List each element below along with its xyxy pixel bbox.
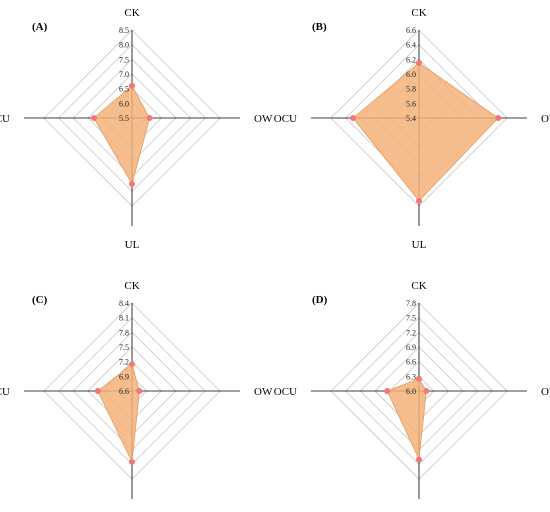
- data-point-ow: [146, 115, 153, 121]
- data-point-ul: [416, 197, 422, 204]
- axis-name-ocu: OCU: [274, 386, 297, 398]
- panel-label: (D): [312, 294, 328, 306]
- data-point-ul: [416, 456, 422, 463]
- tick-label: 8.4: [119, 299, 129, 308]
- radar-panel: 6.06.36.66.97.27.57.8CKOWULOCU(D): [274, 280, 550, 499]
- data-point-ocu: [90, 115, 97, 121]
- tick-label: 5.5: [119, 114, 129, 123]
- data-area: [352, 62, 499, 202]
- panel-label: (B): [312, 21, 327, 33]
- axis-name-ck: CK: [124, 7, 139, 19]
- data-point-ck: [129, 82, 135, 89]
- tick-label: 6.9: [119, 372, 129, 381]
- data-point-ow: [423, 388, 430, 394]
- tick-label: 6.4: [406, 41, 416, 50]
- tick-label: 6.0: [406, 387, 416, 396]
- axis-name-ck: CK: [411, 7, 426, 19]
- tick-label: 5.8: [406, 85, 416, 94]
- tick-label: 8.0: [119, 41, 129, 50]
- tick-label: 6.6: [406, 358, 416, 367]
- tick-label: 6.9: [406, 343, 416, 352]
- data-point-ow: [495, 115, 502, 121]
- data-point-ocu: [94, 388, 101, 394]
- tick-label: 7.2: [406, 328, 416, 337]
- axis-name-ow: OW: [541, 113, 550, 125]
- radar-panel: 5.4 5.6 5.8 6.0 6.2 6.4 6.6 CK OW UL OCU (B): [274, 7, 550, 251]
- tick-label: 6.2: [406, 55, 416, 64]
- axis-name-ocu: OCU: [274, 113, 297, 125]
- radar-panel: 6.66.97.27.57.88.18.4CKOWULOCU(C): [0, 280, 273, 499]
- data-point-ck: [129, 361, 135, 368]
- tick-label: 6.6: [406, 26, 416, 35]
- axis-name-ck: CK: [411, 280, 426, 292]
- tick-label: 7.8: [119, 328, 129, 337]
- tick-label: 7.5: [406, 314, 416, 323]
- axis-name-ocu: OCU: [0, 113, 10, 125]
- tick-label: 6.0: [119, 99, 129, 108]
- data-point-ocu: [384, 388, 391, 394]
- tick-label: 8.1: [119, 314, 129, 323]
- tick-label: 6.6: [119, 387, 129, 396]
- axis-name-ow: OW: [254, 386, 273, 398]
- data-point-ck: [416, 375, 422, 382]
- tick-label: 6.3: [406, 372, 416, 381]
- panel-label: (A): [32, 21, 48, 33]
- tick-label: 7.5: [119, 343, 129, 352]
- tick-label: 5.4: [406, 114, 416, 123]
- radar-panel: 5.5 6.0 6.5 7.0 7.5 8.0 8.5 CK OW UL OCU (A): [0, 7, 273, 251]
- tick-label: 7.8: [406, 299, 416, 308]
- axis-name-ocu: OCU: [0, 386, 10, 398]
- data-point-ul: [129, 458, 135, 465]
- axis-name-ul: UL: [125, 239, 140, 251]
- axis-name-ck: CK: [124, 280, 139, 292]
- tick-label: 6.5: [119, 85, 129, 94]
- tick-label: 5.6: [406, 99, 416, 108]
- panel-label: (C): [32, 294, 48, 306]
- data-point-ocu: [350, 115, 356, 121]
- tick-label: 8.5: [119, 26, 129, 35]
- tick-label: 7.2: [119, 358, 129, 367]
- tick-label: 7.5: [119, 55, 129, 64]
- axis-name-ow: OW: [254, 113, 273, 125]
- axis-name-ul: UL: [412, 239, 427, 251]
- data-point-ck: [416, 60, 422, 66]
- tick-label: 7.0: [119, 70, 129, 79]
- data-point-ul: [129, 181, 135, 187]
- data-point-ow: [136, 388, 143, 394]
- axis-name-ow: OW: [541, 386, 550, 398]
- tick-label: 6.0: [406, 70, 416, 79]
